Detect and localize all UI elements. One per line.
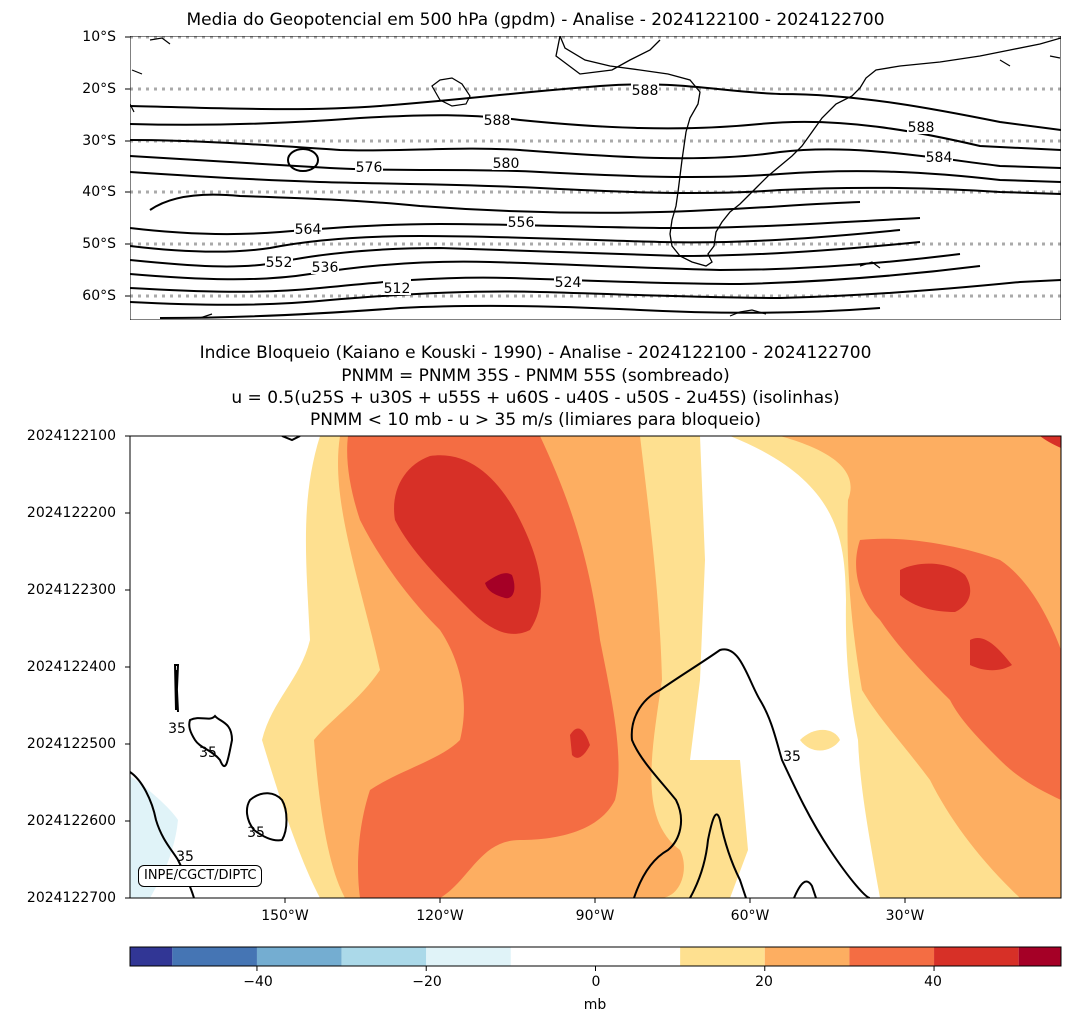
time-tick-2024122600: 2024122600 — [26, 813, 116, 829]
geopotential-label-556-6-bg — [507, 213, 535, 229]
lon-tick-30w: 30°W — [885, 908, 925, 924]
lon-tick-120w: 120°W — [416, 908, 464, 924]
wind-label-1: 35 — [199, 745, 217, 761]
time-tick-marks — [125, 435, 130, 899]
map-title: Media do Geopotencial em 500 hPa (gpdm) … — [186, 10, 885, 30]
small-islands — [130, 37, 1061, 113]
geopotential-label-584-3: 584 — [926, 150, 953, 166]
geopotential-label-512-11-bg — [383, 279, 411, 295]
time-tick-2024122400: 2024122400 — [26, 659, 116, 675]
hovmoller-title-line-4: PNMM < 10 mb - u > 35 m/s (limiares para… — [310, 410, 761, 430]
colorbar-tick-neg20: −20 — [412, 974, 442, 990]
geopotential-label-576-4: 576 — [356, 160, 383, 176]
geopotential-label-536-9-bg — [311, 258, 339, 274]
geopotential-label-564-7: 564 — [295, 222, 322, 238]
colorbar-bin-6 — [680, 947, 765, 966]
hovmoller-panel — [125, 435, 1062, 903]
wind-35-contours — [130, 436, 871, 898]
colorbar-bin-3 — [341, 947, 427, 966]
lat-tick-30s: 30°S — [82, 133, 116, 149]
geopotential-label-564-7-bg — [294, 220, 322, 236]
hovmoller-title-line-1: Indice Bloqueio (Kaiano e Kouski - 1990)… — [199, 343, 872, 363]
colorbar-tick-0: 0 — [591, 974, 601, 990]
colorbar-tick-20: 20 — [755, 974, 773, 990]
geopotential-label-524-10: 524 — [555, 275, 582, 291]
antarctic-islands — [199, 261, 881, 319]
colorbar-bin-2 — [256, 947, 342, 966]
credit-label: INPE/CGCT/DIPTC — [138, 865, 263, 887]
lat-tick-20s: 20°S — [82, 81, 116, 97]
colorbar-bin-1 — [172, 947, 257, 966]
colorbar-bin-8 — [849, 947, 935, 966]
lon-tick-60w: 60°W — [730, 908, 770, 924]
colorbar-bin-0 — [130, 947, 173, 966]
colorbar-bin-4 — [426, 947, 511, 966]
wind-label-4: 35 — [783, 749, 801, 765]
time-tick-2024122500: 2024122500 — [26, 736, 116, 752]
geopotential-label-552-8: 552 — [266, 255, 293, 271]
longitude-tick-marks — [284, 898, 906, 903]
colorbar-bin-9 — [934, 947, 1019, 966]
colorbar-bin-7 — [764, 947, 850, 966]
geopotential-label-588-0: 588 — [632, 83, 659, 99]
geopotential-label-588-1-bg — [483, 111, 511, 127]
lat-tick-60s: 60°S — [82, 288, 116, 304]
time-tick-2024122200: 2024122200 — [26, 505, 116, 521]
colorbar-bin-5 — [510, 947, 681, 966]
hovmoller-contour-labels: 35 35 35 35 35 — [168, 721, 801, 865]
geopotential-label-588-1: 588 — [484, 113, 511, 129]
fill-10-20-patch — [800, 729, 840, 751]
colorbar-frame — [129, 946, 1062, 967]
lat-tick-50s: 50°S — [82, 236, 116, 252]
lon-tick-90w: 90°W — [575, 908, 615, 924]
wind-label-3: 35 — [176, 849, 194, 865]
map-lat-tick-marks — [125, 36, 130, 297]
geopotential-label-556-6: 556 — [508, 215, 535, 231]
wind-label-2: 35 — [247, 825, 265, 841]
fill-10-20 — [262, 436, 1061, 898]
wind-label-0: 35 — [168, 721, 186, 737]
time-tick-2024122100: 2024122100 — [26, 428, 116, 444]
geopotential-label-588-2-bg — [907, 118, 935, 134]
colorbar-tick-neg40: −40 — [243, 974, 273, 990]
fill-50-plus — [485, 573, 515, 599]
colorbar-bins — [130, 947, 1061, 966]
lat-tick-40s: 40°S — [82, 184, 116, 200]
geopotential-label-580-5: 580 — [493, 156, 520, 172]
colorbar-tick-marks — [256, 966, 935, 971]
lat-tick-10s: 10°S — [82, 29, 116, 45]
fill-40-50 — [394, 436, 1061, 758]
colorbar-bin-10 — [1018, 947, 1061, 966]
latitude-gridlines — [130, 36, 1061, 298]
geopotential-label-588-2: 588 — [908, 120, 935, 136]
fill-20-30 — [314, 436, 1061, 898]
africa-coastline — [555, 36, 661, 75]
time-tick-2024122700: 2024122700 — [26, 890, 116, 906]
hovmoller-title-line-2: PNMM = PNMM 35S - PNMM 55S (sombreado) — [341, 366, 730, 386]
geopotential-label-512-11: 512 — [384, 281, 411, 297]
geopotential-label-536-9: 536 — [312, 260, 339, 276]
geopotential-contours — [130, 83, 1061, 319]
geopotential-label-552-8-bg — [265, 253, 293, 269]
geopotential-label-584-3-bg — [925, 148, 953, 164]
colorbar-unit-label: mb — [583, 997, 607, 1013]
lon-tick-150w: 150°W — [261, 908, 309, 924]
hovmoller-frame — [129, 435, 1062, 899]
map-contour-labels: 588 588 588 584 576 580 556 564 552 536 524 512 — [265, 81, 953, 297]
geopotential-label-588-0-bg — [631, 81, 659, 97]
colorbar-tick-40: 40 — [924, 974, 942, 990]
south-america-coastline — [559, 36, 1061, 267]
time-tick-2024122300: 2024122300 — [26, 582, 116, 598]
geopotential-label-576-4-bg — [355, 158, 383, 174]
hovmoller-title-line-3: u = 0.5(u25S + u30S + u55S + u60S - u40S… — [231, 388, 840, 408]
geopotential-label-524-10-bg — [554, 273, 582, 289]
fill-30-40 — [347, 436, 1061, 898]
geopotential-label-580-5-bg — [492, 154, 520, 170]
